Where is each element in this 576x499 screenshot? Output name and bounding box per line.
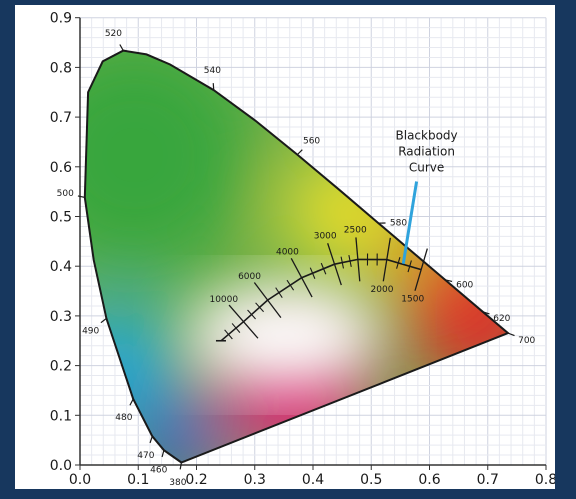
wavelength-tick-620 bbox=[482, 311, 490, 315]
wavelength-tick-560 bbox=[296, 149, 303, 156]
wavelength-label-480: 480 bbox=[115, 413, 132, 423]
wavelength-tick-470 bbox=[149, 436, 153, 444]
gamut-white-center bbox=[190, 285, 380, 385]
iso-temperature-line-10000 bbox=[228, 304, 259, 339]
blackbody-curve-line bbox=[220, 258, 422, 342]
annotation-label-line-1: Blackbody bbox=[396, 128, 458, 142]
wavelength-tick-490 bbox=[100, 317, 107, 324]
y-tick-label: 0.4 bbox=[50, 259, 72, 275]
wavelength-tick-460 bbox=[161, 450, 165, 458]
cie-chromaticity-chart: 0.0 0.1 0.2 0.3 0.4 0.5 0.6 0.7 0.8 0.0 0.1 0.2 0.3 0… bbox=[50, 11, 555, 489]
gamut-blob-yellow bbox=[285, 150, 405, 270]
blackbody-minor-tick bbox=[247, 309, 256, 320]
blackbody-minor-tick bbox=[275, 287, 283, 298]
x-tick-label: 0.0 bbox=[69, 472, 91, 488]
axes: 0.0 0.1 0.2 0.3 0.4 0.5 0.6 0.7 0.8 0.0 0.1 0.2 0.3 0… bbox=[50, 11, 555, 488]
x-tick-label: 0.2 bbox=[185, 472, 207, 488]
y-tick-label: 0.2 bbox=[50, 359, 72, 375]
x-tick-label: 0.4 bbox=[302, 472, 324, 488]
y-tick-label: 0.7 bbox=[50, 110, 72, 126]
wavelength-label-460: 460 bbox=[150, 466, 167, 476]
iso-temperature-line-3000 bbox=[327, 243, 342, 286]
x-tick-label: 0.1 bbox=[127, 472, 149, 488]
wavelength-label-620: 620 bbox=[493, 314, 510, 324]
iso-temperature-line-1500 bbox=[414, 248, 428, 291]
temperature-label-6000: 6000 bbox=[238, 272, 261, 282]
blackbody-minor-tick bbox=[396, 257, 401, 269]
y-tick-label: 0.8 bbox=[50, 60, 72, 76]
blackbody-minor-tick bbox=[320, 262, 327, 275]
spectral-locus-outline bbox=[83, 49, 510, 464]
temperature-label-2500: 2500 bbox=[344, 226, 367, 236]
iso-temperature-line-6000 bbox=[253, 282, 282, 319]
gamut-blob-red bbox=[410, 250, 509, 390]
gamut-blob-blue bbox=[127, 397, 223, 463]
annotation-pointer bbox=[401, 181, 419, 264]
blackbody-minor-tick bbox=[224, 329, 233, 340]
wavelength-label-540: 540 bbox=[204, 66, 221, 76]
iso-temperature-line-2000 bbox=[382, 237, 391, 282]
iso-temperature-line-4000 bbox=[290, 258, 313, 298]
wavelength-tick-600 bbox=[445, 279, 453, 283]
wavelength-label-520: 520 bbox=[105, 29, 122, 39]
blackbody-minor-tick bbox=[340, 256, 345, 269]
wavelength-label-600: 600 bbox=[456, 280, 473, 290]
wavelength-tick-380 bbox=[179, 462, 183, 470]
wavelength-tick-520 bbox=[119, 44, 124, 51]
blackbody-minor-tick bbox=[309, 267, 316, 279]
wavelength-label-470: 470 bbox=[137, 451, 154, 461]
wavelength-tick-500 bbox=[77, 195, 85, 199]
blackbody-minor-tick bbox=[407, 260, 412, 273]
temperature-label-10000: 10000 bbox=[209, 295, 238, 305]
annotation: Blackbody Radiation Curve bbox=[396, 128, 458, 264]
wavelength-label-700: 700 bbox=[518, 336, 535, 346]
x-tick-label: 0.5 bbox=[360, 472, 382, 488]
y-tick-label: 0.5 bbox=[50, 210, 72, 226]
y-tick-label: 0.6 bbox=[50, 160, 72, 176]
y-tick-label: 0.3 bbox=[50, 309, 72, 325]
blackbody-minor-tick bbox=[348, 254, 352, 267]
y-tick-label: 0.0 bbox=[50, 458, 72, 474]
x-tick-label: 0.3 bbox=[244, 472, 266, 488]
chart-frame: 0.0 0.1 0.2 0.3 0.4 0.5 0.6 0.7 0.8 0.0 0.1 0.2 0.3 0… bbox=[15, 5, 555, 489]
y-tick-label: 0.1 bbox=[50, 408, 72, 424]
wavelength-label-500: 500 bbox=[57, 189, 74, 199]
annotation-label-line-2: Radiation bbox=[398, 144, 455, 158]
blackbody-minor-tick bbox=[255, 302, 264, 313]
temperature-label-3000: 3000 bbox=[314, 232, 337, 242]
blackbody-curve: 10000 6000 4000 3000 2500 2000 1500 bbox=[209, 226, 428, 342]
x-tick-label: 0.7 bbox=[477, 472, 499, 488]
x-tick-label: 0.6 bbox=[418, 472, 440, 488]
temperature-label-2000: 2000 bbox=[371, 285, 394, 295]
wavelength-label-380: 380 bbox=[169, 478, 186, 488]
x-tick-label: 0.8 bbox=[535, 472, 555, 488]
wavelength-label-580: 580 bbox=[390, 219, 407, 229]
wavelength-label-490: 490 bbox=[82, 327, 99, 337]
temperature-label-4000: 4000 bbox=[276, 247, 299, 257]
iso-temperature-line-2500 bbox=[355, 237, 361, 282]
gamut-blob-green bbox=[84, 50, 255, 275]
blackbody-minor-tick bbox=[286, 279, 295, 291]
wavelength-label-560: 560 bbox=[303, 137, 320, 147]
annotation-label-line-3: Curve bbox=[409, 160, 444, 174]
wavelength-tick-480 bbox=[129, 398, 134, 406]
y-tick-label: 0.9 bbox=[50, 11, 72, 27]
temperature-label-1500: 1500 bbox=[401, 294, 424, 304]
blackbody-minor-tick bbox=[231, 323, 241, 333]
wavelength-tick-700 bbox=[507, 332, 515, 337]
locus-ticks bbox=[77, 44, 515, 470]
